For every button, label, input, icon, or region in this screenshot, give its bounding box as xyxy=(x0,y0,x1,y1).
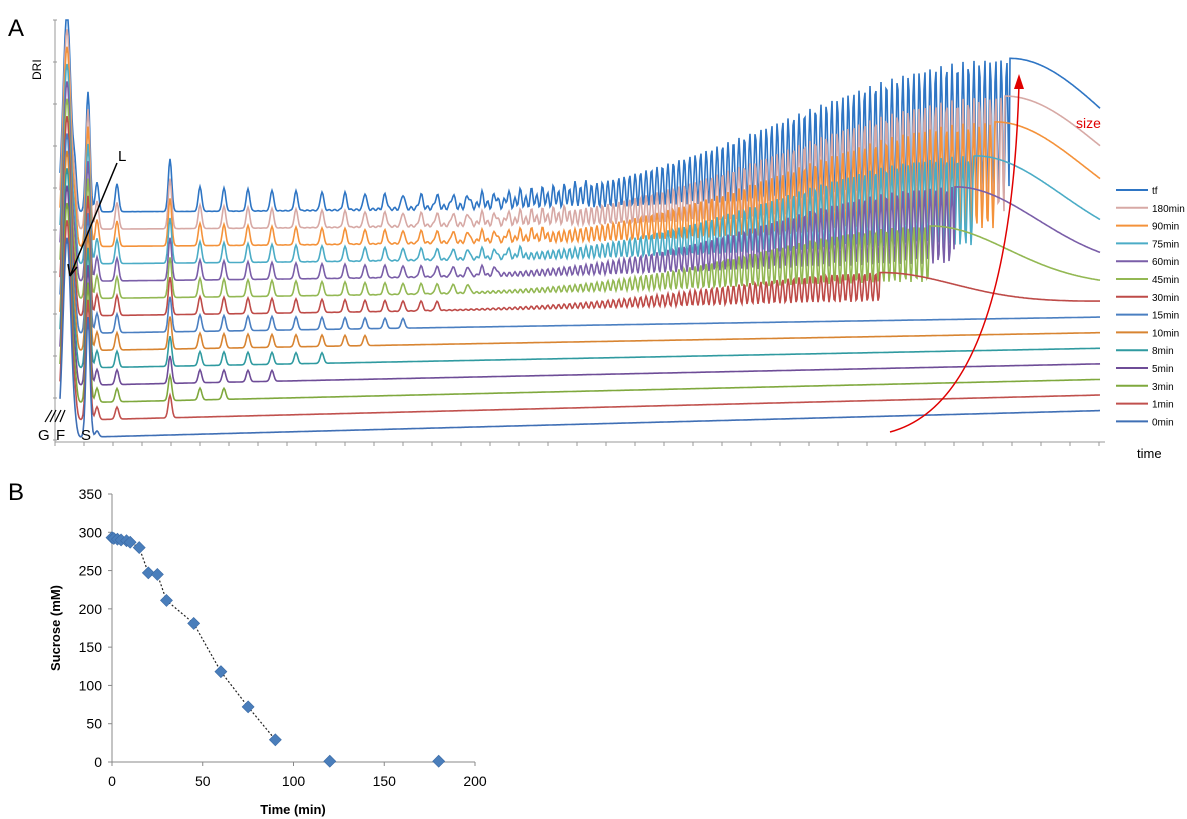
series-line-8min xyxy=(59,168,1100,369)
chart-b-x-tick-label: 0 xyxy=(108,773,116,789)
chart-b-axes: 0 50 100 150 200 250 300 350 0 50 100 150 200 xyxy=(79,486,487,789)
f-pointer-arrow xyxy=(54,409,66,423)
chart-b-y-tick-label: 150 xyxy=(79,639,103,655)
series-line-15min xyxy=(59,133,1100,334)
series-line-0min xyxy=(59,237,1100,438)
annotation-g: G xyxy=(38,427,50,444)
data-point xyxy=(187,616,201,630)
series-line-1min xyxy=(59,220,1100,421)
annotation-size: size xyxy=(1076,115,1101,131)
data-point xyxy=(214,665,228,679)
chart-a-y-label: DRI xyxy=(30,59,44,80)
series-line-60min xyxy=(59,81,1101,282)
chart-a-series xyxy=(59,19,1101,438)
annotation-l: L xyxy=(118,148,126,165)
chart-b-x-tick-label: 50 xyxy=(195,773,211,789)
data-point xyxy=(432,754,446,768)
annotation-s: S xyxy=(81,427,91,444)
legend-label-60min: 60min xyxy=(1152,257,1179,268)
legend-label-30min: 30min xyxy=(1152,293,1179,304)
series-line-5min xyxy=(59,185,1101,386)
panel-b-label: B xyxy=(8,479,24,506)
legend-label-10min: 10min xyxy=(1152,328,1179,339)
legend-label-90min: 90min xyxy=(1152,222,1179,233)
data-point xyxy=(123,535,137,549)
legend-label-1min: 1min xyxy=(1152,400,1174,411)
chart-b-y-tick-label: 0 xyxy=(94,754,102,770)
legend-label-0min: 0min xyxy=(1152,417,1174,428)
chart-b-y-tick-label: 250 xyxy=(79,563,103,579)
chart-b-y-tick-label: 100 xyxy=(79,677,103,693)
data-point xyxy=(141,566,155,580)
legend-label-45min: 45min xyxy=(1152,275,1179,286)
legend-label-180min: 180min xyxy=(1152,204,1185,215)
series-line-45min xyxy=(59,98,1101,300)
chart-b-x-tick-label: 100 xyxy=(282,773,306,789)
legend-label-3min: 3min xyxy=(1152,382,1174,393)
legend-label-75min: 75min xyxy=(1152,239,1179,250)
data-point xyxy=(132,541,146,555)
series-line-30min xyxy=(59,115,1100,317)
legend-label-5min: 5min xyxy=(1152,364,1174,375)
chart-a-y-ticks xyxy=(53,19,57,441)
size-arrow xyxy=(889,83,1020,433)
chart-a: DRI time tf 180min 90min 75min 60min 45min 30m… xyxy=(30,19,1185,461)
data-point xyxy=(150,567,164,581)
series-line-3min xyxy=(59,202,1101,403)
data-point xyxy=(241,700,255,714)
panel-a-label: A xyxy=(8,15,24,42)
chart-a-annotations: L G F S size xyxy=(38,74,1101,444)
data-point xyxy=(160,594,173,607)
chart-b-points xyxy=(105,531,446,768)
chart-b-y-label: Sucrose (mM) xyxy=(48,585,63,671)
legend-label-tf: tf xyxy=(1152,186,1158,197)
chart-b-x-label: Time (min) xyxy=(260,802,326,817)
chart-b-y-tick-label: 200 xyxy=(79,601,103,617)
l-pointer-arrowhead xyxy=(67,263,78,277)
chart-b-y-tick-label: 300 xyxy=(79,524,103,540)
chart-b-y-tick-label: 50 xyxy=(86,716,102,732)
legend-label-8min: 8min xyxy=(1152,346,1174,357)
annotation-f: F xyxy=(56,427,65,444)
chart-b-x-tick-label: 150 xyxy=(373,773,397,789)
chart-a-legend: tf 180min 90min 75min 60min 45min 30min 15min 10… xyxy=(1116,186,1185,428)
chart-a-x-label: time xyxy=(1137,446,1162,461)
chart-a-x-ticks xyxy=(54,442,1100,446)
legend-label-15min: 15min xyxy=(1152,311,1179,322)
chart-b-x-tick-label: 200 xyxy=(463,773,487,789)
g-pointer-arrow xyxy=(44,409,57,423)
chart-b: 0 50 100 150 200 250 300 350 0 50 100 150 200 Time (… xyxy=(48,486,487,817)
chart-b-y-tick-label: 350 xyxy=(79,486,103,502)
data-point xyxy=(268,733,282,747)
size-arrowhead xyxy=(1014,74,1024,89)
l-pointer-arrow xyxy=(69,162,118,277)
series-line-10min xyxy=(59,150,1100,351)
data-point xyxy=(323,754,337,768)
